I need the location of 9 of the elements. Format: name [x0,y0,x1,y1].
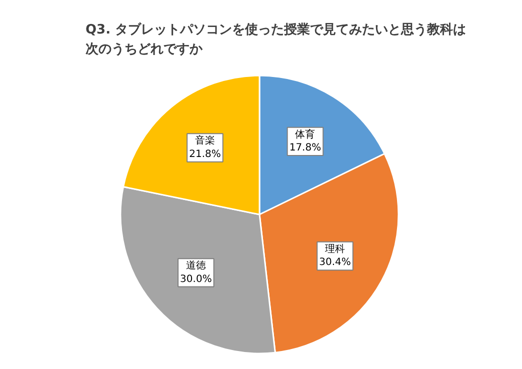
slice-label: 音楽 [194,134,215,147]
slice-label: 理科 [325,242,346,255]
data-label: 30.4% [319,257,351,268]
slice-label: 道徳 [186,260,206,272]
slice-label: 体育 [295,128,316,140]
data-label: 17.8% [289,142,322,154]
data-label: 30.0% [180,274,212,285]
chart-title: Q3. タブレットパソコンを使った授業で見てみたいと思う教科は次のうちどれですか [86,22,466,57]
data-label: 21.8% [189,148,221,160]
